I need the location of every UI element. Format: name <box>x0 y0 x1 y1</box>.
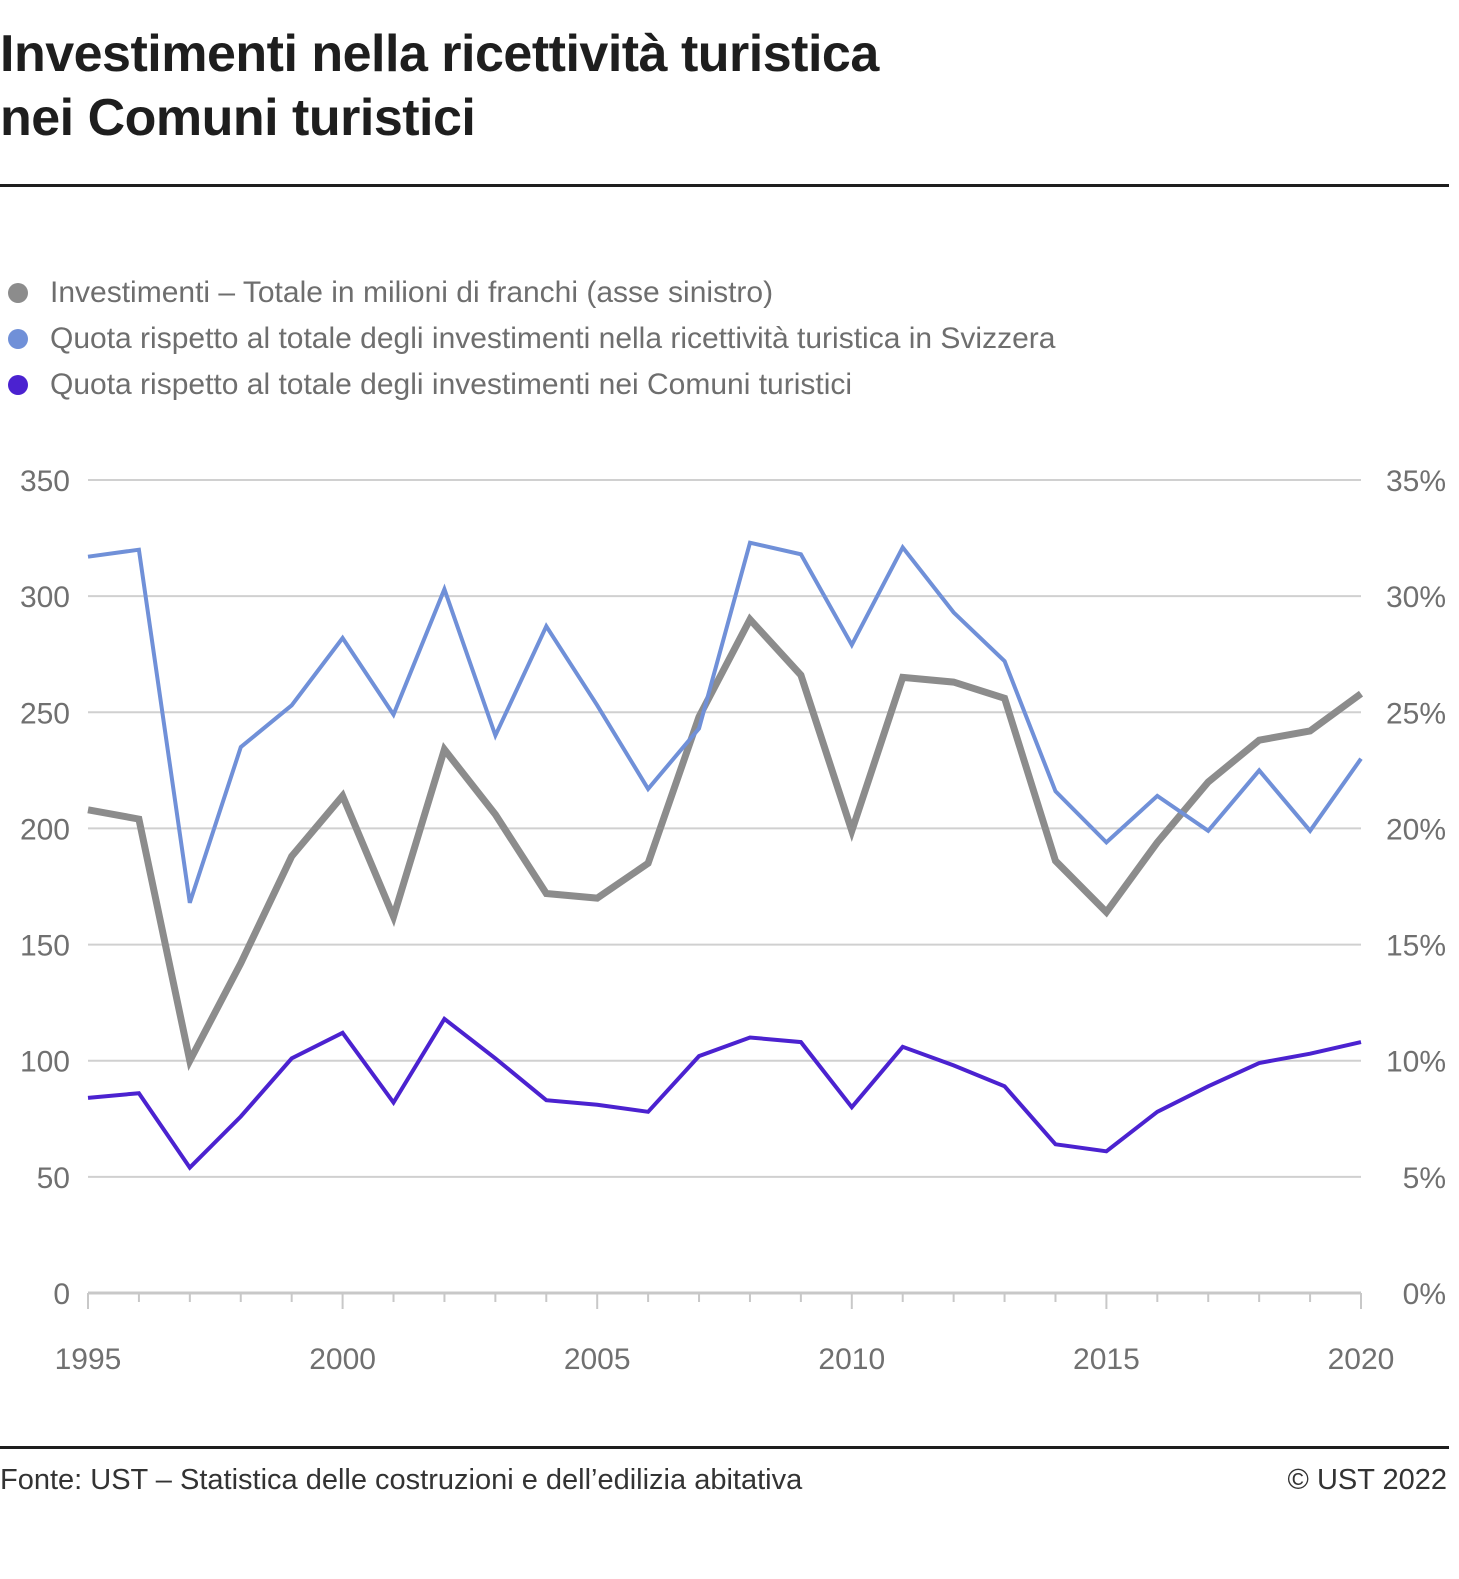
y-left-tick-label: 100 <box>20 1046 70 1079</box>
legend-dot-icon <box>8 283 28 303</box>
y-left-tick-label: 150 <box>20 930 70 963</box>
tick-labels: 0 0% 50 5% 100 10% 150 15% 200 20% 250 25% 300 30% 350… <box>20 465 1446 1376</box>
line-chart: 0 0% 50 5% 100 10% 150 15% 200 20% 250 25% 300 30% 350… <box>20 465 1446 1376</box>
chart-title-line-2: nei Comuni turistici <box>0 89 476 147</box>
y-right-tick-label: 30% <box>1386 581 1446 614</box>
y-left-tick-label: 300 <box>20 581 70 614</box>
source-note: Fonte: UST – Statistica delle costruzion… <box>0 1464 803 1496</box>
series-line-3 <box>87 1015 1362 1171</box>
series-lines <box>87 540 1364 1171</box>
title-divider <box>0 184 1449 187</box>
y-right-tick-label: 0% <box>1403 1278 1446 1311</box>
x-tick-label: 2010 <box>818 1343 885 1376</box>
x-tick-label: 2020 <box>1328 1343 1395 1376</box>
legend-label: Investimenti – Totale in milioni di fran… <box>50 276 774 309</box>
legend-label: Quota rispetto al totale degli investime… <box>50 322 1056 355</box>
y-right-tick-label: 10% <box>1386 1046 1446 1079</box>
chart-title-line-1: Investimenti nella ricettività turistica <box>0 25 879 83</box>
legend-dot-icon <box>8 329 28 349</box>
x-tick-label: 2000 <box>309 1343 376 1376</box>
y-left-tick-label: 200 <box>20 813 70 846</box>
y-left-tick-label: 50 <box>37 1162 70 1195</box>
series-line-2 <box>87 540 1363 904</box>
copyright: © UST 2022 <box>1287 1464 1447 1496</box>
x-tick-label: 1995 <box>55 1343 122 1376</box>
x-tick-label: 2015 <box>1073 1343 1140 1376</box>
y-right-tick-label: 5% <box>1403 1162 1446 1195</box>
x-tick-label: 2005 <box>564 1343 631 1376</box>
legend-item-share-switzerland: Quota rispetto al totale degli investime… <box>8 316 1055 362</box>
y-right-tick-label: 35% <box>1386 465 1446 498</box>
series-line-1 <box>87 613 1364 1071</box>
legend-dot-icon <box>8 375 28 395</box>
y-right-tick-label: 25% <box>1386 697 1446 730</box>
legend: Investimenti – Totale in milioni di fran… <box>8 270 1055 408</box>
y-left-tick-label: 350 <box>20 465 70 498</box>
gridlines <box>88 479 1361 1178</box>
chart-title: Investimenti nella ricettività turistica… <box>0 22 879 150</box>
footer-divider <box>0 1446 1449 1449</box>
y-left-tick-label: 250 <box>20 697 70 730</box>
y-right-tick-label: 15% <box>1386 930 1446 963</box>
axes <box>87 1291 1362 1309</box>
y-left-tick-label: 0 <box>53 1278 70 1311</box>
legend-item-share-communes: Quota rispetto al totale degli investime… <box>8 362 1055 408</box>
legend-label: Quota rispetto al totale degli investime… <box>50 368 853 401</box>
y-right-tick-label: 20% <box>1386 813 1446 846</box>
legend-item-total: Investimenti – Totale in milioni di fran… <box>8 270 1055 316</box>
